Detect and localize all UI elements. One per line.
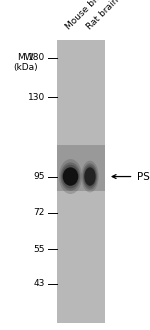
Ellipse shape: [82, 163, 98, 190]
Ellipse shape: [83, 165, 97, 188]
Ellipse shape: [81, 161, 99, 192]
Bar: [57, 40, 105, 323]
Ellipse shape: [59, 159, 82, 194]
Ellipse shape: [61, 165, 80, 188]
Text: 130: 130: [28, 93, 45, 102]
Text: MW
(kDa): MW (kDa): [13, 53, 38, 72]
Ellipse shape: [84, 167, 96, 186]
Text: 55: 55: [33, 245, 45, 254]
Ellipse shape: [63, 167, 78, 186]
Text: PSD95: PSD95: [136, 172, 150, 182]
Text: Rat brain: Rat brain: [85, 0, 121, 31]
Text: 95: 95: [33, 172, 45, 181]
Text: Mouse brain: Mouse brain: [64, 0, 110, 31]
Bar: [57, 145, 105, 191]
Text: 180: 180: [28, 53, 45, 62]
Text: 43: 43: [34, 279, 45, 288]
Text: 72: 72: [34, 208, 45, 217]
Ellipse shape: [60, 162, 81, 191]
